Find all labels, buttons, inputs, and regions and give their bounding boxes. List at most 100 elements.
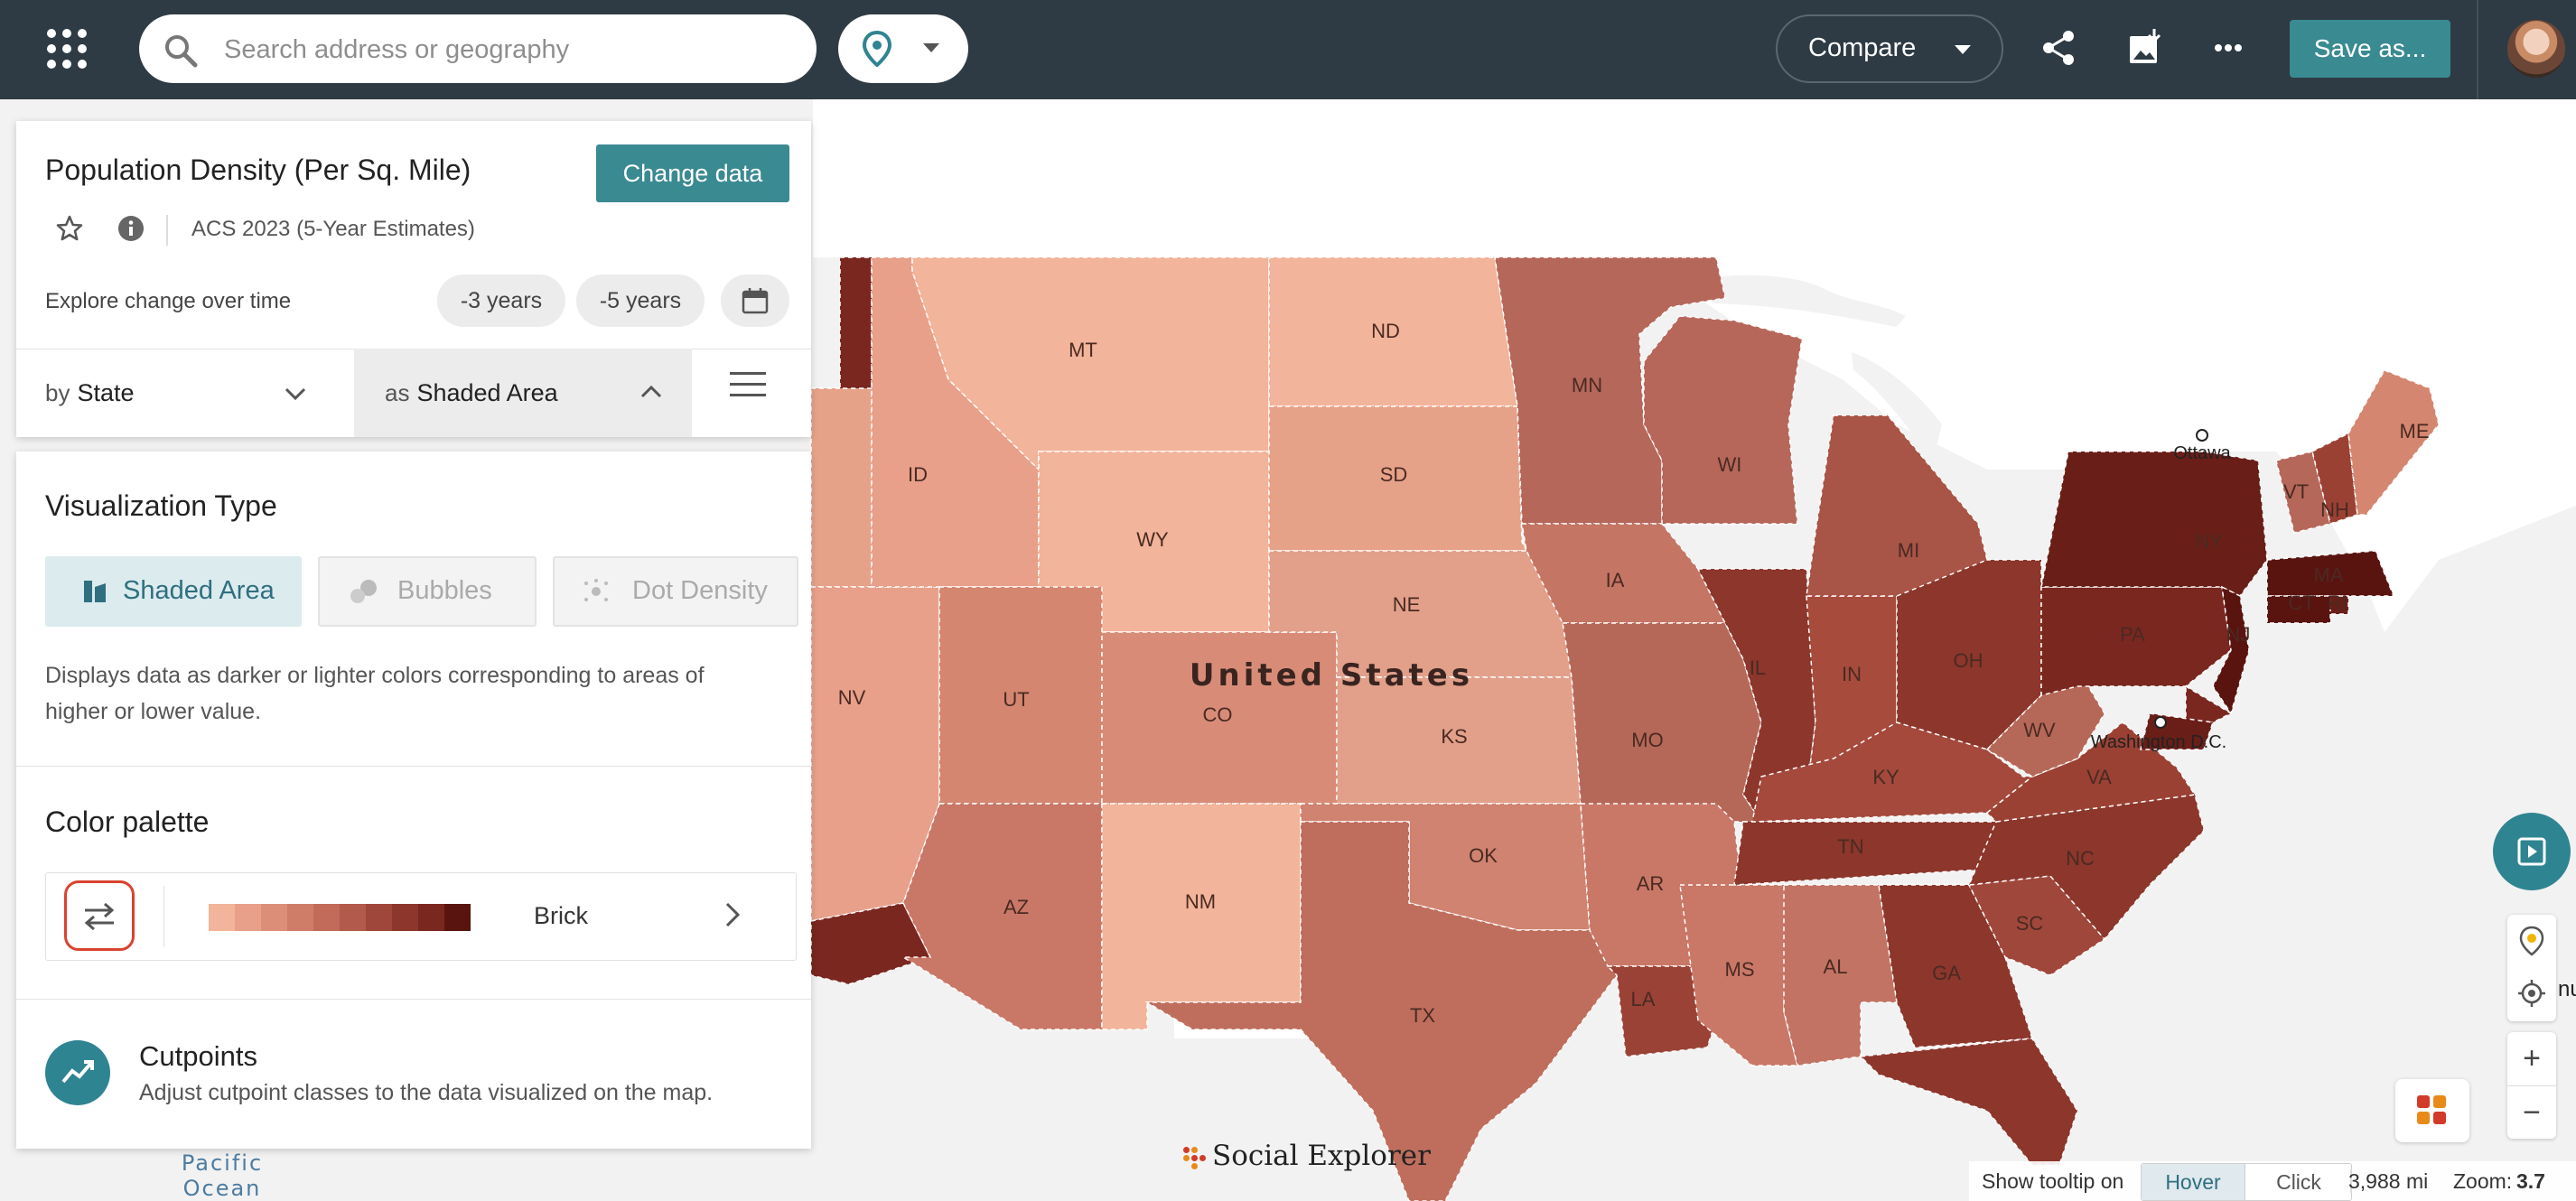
palette-swatch — [444, 904, 471, 931]
state-label: KS — [1441, 725, 1467, 748]
apps-grid-icon[interactable] — [47, 29, 87, 69]
user-avatar[interactable] — [2507, 20, 2565, 78]
search-icon — [165, 35, 198, 68]
compare-button[interactable]: Compare — [1776, 14, 2003, 83]
presentation-play-button[interactable] — [2493, 813, 2571, 890]
state-label: WY — [1136, 528, 1169, 551]
location-dropdown-button[interactable] — [838, 14, 968, 83]
calendar-icon — [742, 288, 769, 314]
top-bar: Compare Save as... — [0, 0, 2576, 99]
state-label: PA — [2120, 623, 2145, 646]
tooltip-hover-option[interactable]: Hover — [2142, 1164, 2245, 1200]
palette-swatch — [313, 904, 340, 931]
play-slide-icon — [2517, 837, 2546, 866]
calendar-button[interactable] — [721, 275, 789, 327]
tooltip-click-option[interactable]: Click — [2245, 1164, 2352, 1200]
state-label: ID — [908, 463, 928, 486]
state-label: VT — [2283, 480, 2309, 503]
state-label: IA — [1606, 569, 1625, 591]
city-label-washington: Washington D.C. — [2091, 732, 2226, 752]
pin-location-icon[interactable] — [2518, 926, 2545, 956]
status-divider — [2350, 1169, 2352, 1193]
survey-label: ACS 2023 (5-Year Estimates) — [191, 217, 475, 241]
color-palette-heading: Color palette — [45, 805, 210, 838]
minus-5-years-chip[interactable]: -5 years — [576, 275, 705, 327]
state-label: AR — [1637, 872, 1665, 895]
as-prefix: as — [385, 379, 410, 406]
more-options-icon[interactable] — [2215, 43, 2242, 52]
zoom-in-button[interactable]: + — [2523, 1041, 2541, 1075]
map-status-bar: Show tooltip on Hover Click 3,988 mi Zoo… — [1969, 1161, 2576, 1201]
cutpoints-button[interactable] — [45, 1040, 110, 1105]
chevron-down-icon — [1955, 45, 1971, 54]
export-image-icon[interactable] — [2127, 27, 2163, 67]
palette-name: Brick — [534, 902, 588, 929]
state-label: TX — [1410, 1004, 1435, 1027]
state-label: CT — [2288, 591, 2314, 614]
state-label: KY — [1872, 766, 1899, 788]
state-label: ME — [2400, 420, 2430, 442]
social-explorer-logo: Social Explorer — [1183, 1140, 1431, 1172]
state-label: NJ — [2226, 623, 2251, 646]
bubbles-button[interactable]: Bubbles — [318, 556, 537, 627]
zoom-out-button[interactable]: − — [2507, 1085, 2556, 1140]
state-label: AL — [1824, 955, 1848, 978]
ocean-label: Pacific Ocean — [177, 1150, 267, 1201]
state-label: MN — [1572, 374, 1602, 396]
share-icon[interactable] — [2041, 29, 2076, 67]
search-box[interactable] — [139, 14, 817, 83]
locate-me-icon[interactable] — [2518, 980, 2545, 1007]
favorite-star-icon[interactable] — [56, 215, 83, 242]
state-label: RI — [2328, 591, 2347, 614]
palette-swatch — [209, 904, 235, 931]
geography-level-dropdown[interactable]: by State — [16, 349, 354, 437]
chevron-down-icon — [285, 387, 306, 401]
state-label: NH — [2320, 498, 2349, 521]
reverse-palette-button[interactable] — [64, 880, 135, 951]
zoom-value: 3.7 — [2516, 1169, 2545, 1193]
info-icon[interactable] — [117, 215, 145, 242]
state-label: NE — [1393, 593, 1421, 616]
save-as-button[interactable]: Save as... — [2290, 20, 2450, 78]
change-data-button[interactable]: Change data — [596, 144, 789, 202]
state-label: TN — [1837, 835, 1863, 858]
zoom-control: + − — [2507, 1032, 2556, 1139]
shaded-area-button[interactable]: Shaded Area — [45, 556, 302, 627]
tooltip-label: Show tooltip on — [1982, 1169, 2124, 1193]
state-label: SD — [1380, 463, 1408, 486]
minus-3-years-chip[interactable]: -3 years — [437, 275, 565, 327]
visualization-dropdown[interactable]: as Shaded Area — [354, 349, 692, 437]
palette-swatch — [366, 904, 392, 931]
palette-color-ramp — [209, 904, 471, 931]
dot-density-icon — [584, 579, 608, 601]
palette-swatch — [340, 904, 366, 931]
dataset-title: Population Density (Per Sq. Mile) — [45, 154, 471, 186]
map-tools — [2507, 915, 2556, 1021]
state-label: NM — [1185, 890, 1216, 913]
divider — [16, 999, 811, 1000]
hamburger-menu-icon[interactable] — [730, 372, 766, 397]
compare-label: Compare — [1808, 33, 1917, 62]
bubbles-label: Bubbles — [397, 576, 492, 605]
state-label: MA — [2314, 563, 2344, 586]
state-label: ND — [1371, 320, 1400, 342]
legend-toggle-button[interactable] — [2395, 1079, 2469, 1142]
color-palette-selector[interactable]: Brick — [45, 872, 797, 961]
brand-name: Social Explorer — [1212, 1140, 1431, 1172]
shaded-area-icon — [84, 581, 106, 602]
tooltip-mode-toggle: Hover Click — [2141, 1163, 2352, 1201]
palette-swatch — [235, 904, 261, 931]
shaded-area-label: Shaded Area — [123, 576, 275, 605]
palette-swatch — [418, 904, 444, 931]
search-input[interactable] — [222, 27, 786, 72]
chevron-up-icon — [640, 385, 662, 398]
map-pin-icon — [862, 31, 892, 67]
state-label: UT — [1003, 688, 1029, 711]
state-label: SC — [2016, 912, 2044, 935]
by-prefix: by — [45, 379, 70, 406]
state-label: MT — [1069, 339, 1097, 361]
dot-density-button[interactable]: Dot Density — [553, 556, 798, 627]
divider — [16, 766, 811, 767]
zoom-label: Zoom: — [2453, 1169, 2513, 1193]
palette-divider — [163, 886, 164, 947]
